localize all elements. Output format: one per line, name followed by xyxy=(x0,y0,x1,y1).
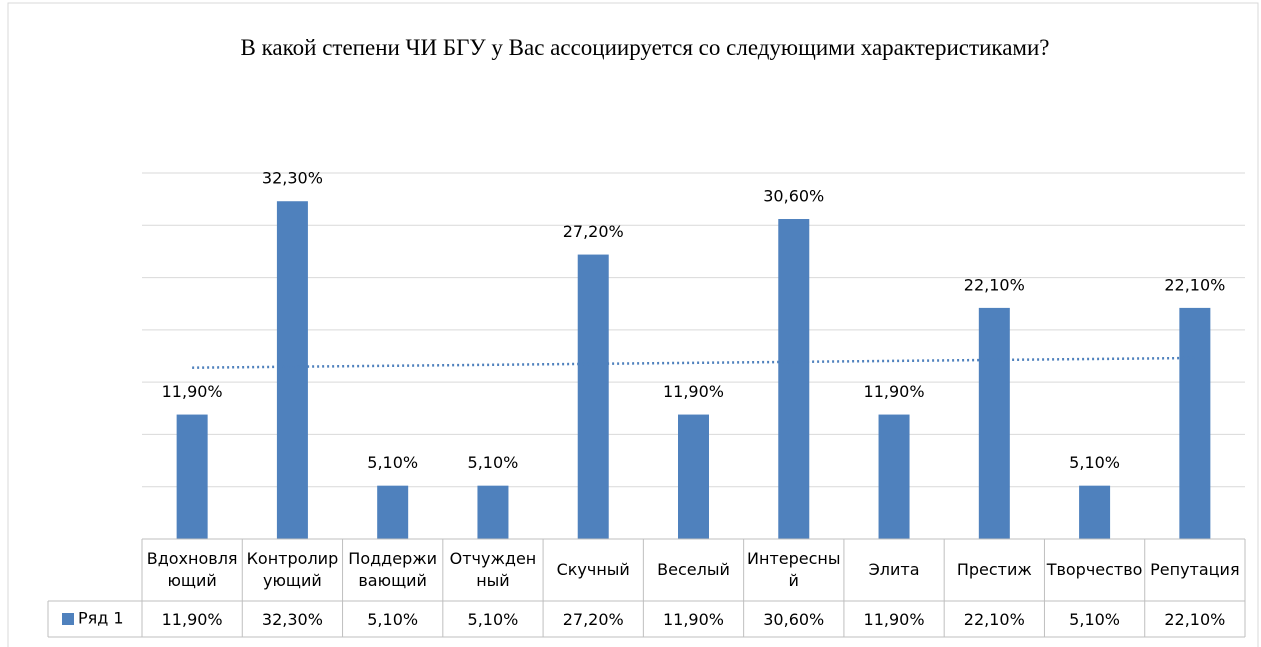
table-value: 11,90% xyxy=(161,609,223,629)
table-value: 22,10% xyxy=(963,609,1025,629)
data-label: 11,90% xyxy=(663,382,724,401)
table-value: 27,20% xyxy=(562,609,624,629)
category-label: Поддерживающий xyxy=(348,549,438,590)
chart-border xyxy=(7,2,1259,647)
data-label: 22,10% xyxy=(1164,275,1225,294)
title-box: В какой степени ЧИ БГУ у Вас ассоциирует… xyxy=(240,35,1050,60)
bar xyxy=(477,485,509,539)
data-label: 11,90% xyxy=(864,382,925,401)
category-label: Интересный xyxy=(747,549,841,590)
category-label: Отчужденный xyxy=(449,549,537,590)
bar xyxy=(878,414,910,539)
bar xyxy=(377,485,409,539)
bar xyxy=(176,414,208,539)
legend-swatch xyxy=(62,613,74,625)
data-label: 11,90% xyxy=(162,382,223,401)
table-value: 5,10% xyxy=(367,609,419,629)
legend-label: Ряд 1 xyxy=(78,609,124,628)
bar xyxy=(978,307,1010,539)
data-label: 5,10% xyxy=(1069,453,1120,472)
data-label: 27,20% xyxy=(563,222,624,241)
category-label: Веселый xyxy=(657,560,730,579)
category-label: Творчество xyxy=(1046,560,1143,579)
table-value: 11,90% xyxy=(863,609,925,629)
bar xyxy=(778,219,810,540)
bar xyxy=(577,254,609,539)
table-value: 32,30% xyxy=(261,609,323,629)
bar xyxy=(276,201,308,539)
table-value: 5,10% xyxy=(467,609,519,629)
bar xyxy=(1079,485,1111,539)
table-value: 11,90% xyxy=(662,609,724,629)
table-value: 30,60% xyxy=(763,609,825,629)
data-label: 5,10% xyxy=(367,453,418,472)
category-label: Репутация xyxy=(1150,560,1240,579)
category-label: Контролирующий xyxy=(246,549,339,590)
chart-title: В какой степени ЧИ БГУ у Вас ассоциирует… xyxy=(240,35,1050,60)
table-value: 5,10% xyxy=(1069,609,1120,629)
bar xyxy=(1179,307,1211,539)
category-label: Скучный xyxy=(556,560,630,579)
trendline xyxy=(192,356,1195,369)
category-label: Вдохновляющий xyxy=(146,549,238,590)
data-label: 22,10% xyxy=(964,275,1025,294)
data-label: 30,60% xyxy=(763,187,824,206)
category-label: Элита xyxy=(868,560,920,579)
category-label: Престиж xyxy=(956,560,1032,579)
table-value: 22,10% xyxy=(1164,609,1226,629)
data-label: 5,10% xyxy=(468,453,519,472)
bar xyxy=(678,414,709,539)
data-label: 32,30% xyxy=(262,169,323,188)
